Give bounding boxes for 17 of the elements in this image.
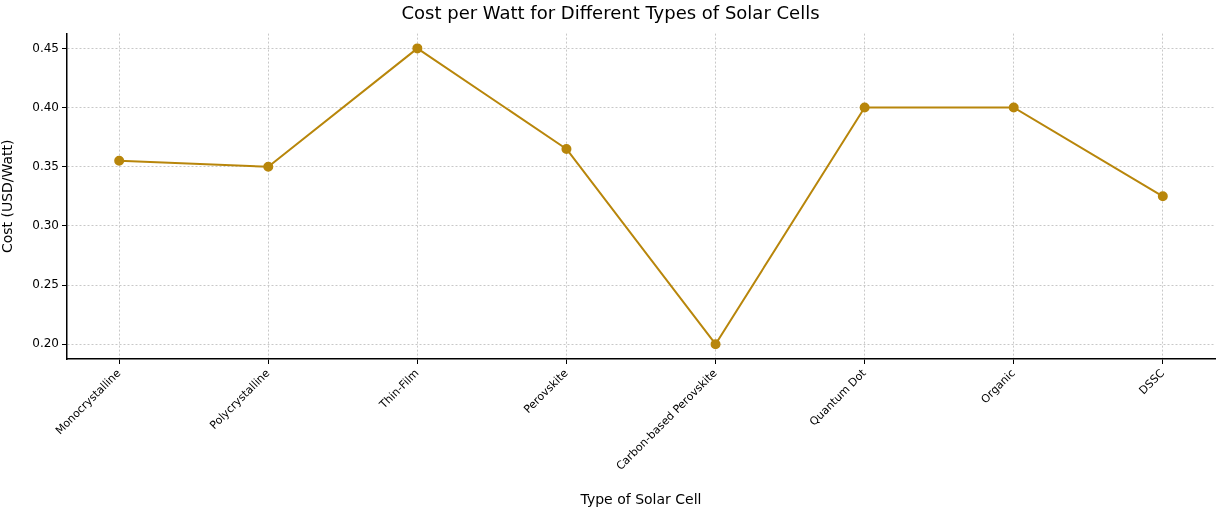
y-tick-label: 0.45 <box>32 40 59 55</box>
point <box>114 155 125 166</box>
y-axis-title: Cost (USD/Watt) <box>0 139 16 254</box>
chart-title: Cost per Watt for Different Types of Solar Cells <box>401 2 820 24</box>
point <box>859 102 870 113</box>
y-tick-label: 0.30 <box>32 218 59 233</box>
y-tick-label: 0.35 <box>32 158 59 173</box>
y-tick-label: 0.25 <box>32 277 59 292</box>
point <box>561 143 572 154</box>
point <box>1008 102 1019 113</box>
y-tick-label: 0.40 <box>32 99 59 114</box>
x-axis-title: Type of Solar Cell <box>579 491 702 508</box>
point <box>710 339 721 350</box>
point <box>263 161 274 172</box>
point <box>412 43 423 54</box>
y-tick-label: 0.20 <box>32 336 59 351</box>
point <box>1157 191 1168 202</box>
